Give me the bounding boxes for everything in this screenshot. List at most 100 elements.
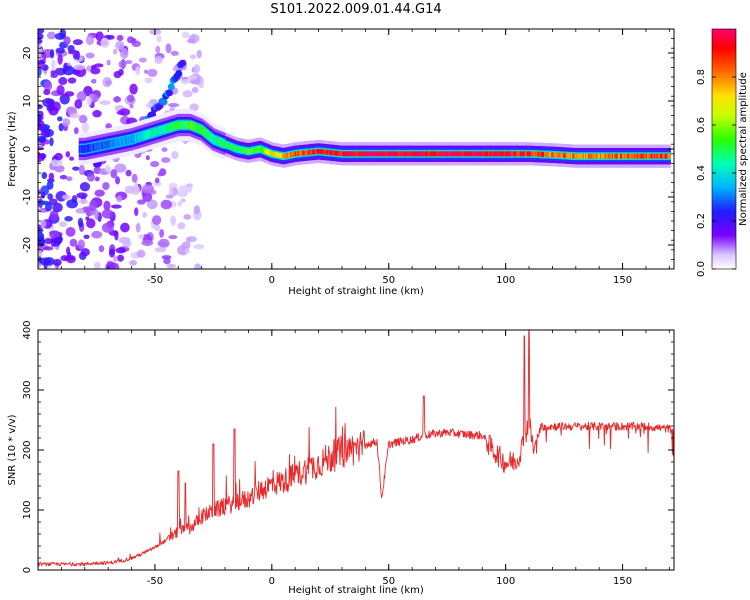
spectrogram-noise-cell (172, 66, 179, 72)
spectrogram-noise-cell (141, 239, 154, 247)
spectrogram-noise-cell (112, 96, 122, 103)
spectrogram-noise-cell (72, 49, 78, 60)
spectrogram-noise-cell (40, 191, 46, 199)
spectrogram-noise-cell (146, 199, 158, 210)
spectrogram-noise-cell (86, 65, 92, 72)
spectrogram-noise-cell (89, 200, 98, 212)
spectrogram-noise-cell (110, 204, 122, 209)
spectrogram-noise-cell (94, 176, 100, 182)
spectrogram-noise-cell (69, 156, 74, 161)
spectrogram-x-tick-label: -50 (147, 275, 163, 286)
spectrogram-noise-cell (85, 216, 90, 221)
spectrogram-noise-cell (157, 172, 163, 177)
spectrogram-noise-cell (108, 248, 115, 258)
spectrogram-noise-cell (52, 101, 61, 112)
spectrogram-noise-cell (78, 198, 89, 205)
spectrogram-noise-cell (115, 176, 121, 185)
snr-x-tick-label: 100 (496, 576, 515, 587)
spectrogram-noise-cell (117, 254, 124, 262)
spectrogram-noise-cell (48, 172, 55, 181)
spectrogram-noise-cell (180, 198, 186, 203)
spectrogram-noise-cell (100, 37, 110, 48)
spectrogram-noise-cell (135, 222, 141, 233)
spectrogram-noise-cell (54, 152, 63, 161)
spectrogram-noise-cell (180, 79, 191, 85)
colorbar-tick-label: 0.6 (696, 117, 707, 133)
spectrogram-noise-cell (186, 38, 196, 44)
spectrogram-noise-cell (177, 200, 182, 207)
spectrogram-noise-cell (131, 173, 138, 183)
spectrogram-noise-cell (38, 137, 47, 142)
colorbar-ticks: 0.0 0.2 0.4 0.6 0.8 (696, 69, 736, 277)
spectrogram-noise-cell (59, 174, 68, 180)
spectrogram-noise-cell (177, 245, 189, 256)
spectrogram-noise-cell (66, 199, 78, 209)
spectrogram-noise-cell (110, 169, 118, 179)
spectrogram-noise-cell (185, 236, 192, 245)
spectrogram-noise-cell (38, 153, 43, 163)
spectrogram-noise-cell (38, 104, 44, 110)
spectrogram-noise-cell (113, 71, 122, 79)
spectrogram-noise-cell (136, 249, 146, 258)
spectrogram-noise-cell (73, 127, 79, 135)
spectrogram-noise-cell (150, 160, 160, 168)
spectrogram-noise-cell (142, 192, 153, 202)
spectrogram-cells (38, 29, 671, 269)
spectrogram-noise-cell (67, 45, 75, 53)
spectrogram-noise-cell (38, 32, 44, 40)
spectrogram-x-tick-label: 0 (269, 275, 275, 286)
spectrogram-noise-cell (94, 189, 105, 197)
spectrogram-noise-cell (127, 94, 135, 103)
spectrogram-noise-cell (159, 229, 165, 238)
spectrogram-noise-cell (115, 40, 125, 51)
colorbar-tick-label: 0.4 (696, 165, 707, 181)
spectrogram-noise-cell (38, 249, 43, 257)
spectrogram-noise-cell (190, 54, 196, 60)
spectrogram-noise-cell (189, 79, 201, 85)
spectrogram-noise-cell (106, 34, 115, 40)
spectrogram-noise-cell (52, 258, 62, 266)
spectrogram-noise-cell (129, 259, 138, 266)
spectrogram-noise-cell (93, 261, 101, 269)
spectrogram-noise-cell (154, 246, 167, 253)
spectrogram-noise-cell (79, 181, 91, 192)
spectrogram-noise-cell (49, 137, 54, 147)
spectrogram-noise-cell (38, 46, 42, 52)
spectrogram-noise-cell (49, 230, 60, 240)
spectrogram-noise-cell (43, 88, 51, 96)
spectrogram-noise-cell (154, 177, 160, 184)
snr-x-tick-label: 50 (382, 576, 395, 587)
spectrogram-noise-cell (44, 202, 53, 212)
spectrogram-noise-cell (57, 116, 63, 122)
spectrogram-noise-cell (193, 244, 205, 250)
spectrogram-noise-cell (196, 49, 202, 59)
spectrogram-noise-cell (46, 31, 56, 40)
spectrogram-noise-cell (122, 239, 132, 248)
spectrogram-noise-cell (101, 222, 114, 233)
spectrogram-noise-cell (165, 43, 172, 54)
spectrogram-noise-cell (145, 155, 150, 161)
spectrogram-noise-cell (65, 226, 76, 237)
spectrogram-noise-cell (181, 31, 190, 39)
spectrogram-noise-cell (134, 207, 139, 217)
spectrogram-branch-cell (160, 98, 168, 106)
colorbar-label: Normalized spectral amplitude (738, 72, 749, 226)
spectrogram-noise-cell (161, 255, 172, 260)
spectrogram-y-tick-label: -10 (22, 189, 33, 205)
spectrogram-noise-cell (135, 66, 141, 76)
spectrogram-noise-cell (40, 127, 51, 139)
spectrogram-x-tick-label: 50 (382, 275, 395, 286)
snr-y-tick-label: 200 (22, 440, 33, 459)
spectrogram-noise-cell (58, 77, 68, 85)
snr-x-tick-label: 150 (613, 576, 632, 587)
spectrogram-noise-cell (49, 49, 55, 59)
spectrogram-noise-cell (116, 195, 123, 203)
spectrogram-noise-cell (166, 263, 176, 269)
spectrogram-noise-cell (193, 64, 201, 74)
spectrogram-noise-cell (65, 151, 71, 158)
spectrogram-noise-cell (113, 48, 118, 55)
spectrogram-noise-cell (112, 255, 118, 263)
spectrogram-noise-cell (193, 205, 201, 215)
spectrogram-noise-cell (38, 114, 42, 124)
spectrogram-noise-cell (142, 212, 147, 218)
